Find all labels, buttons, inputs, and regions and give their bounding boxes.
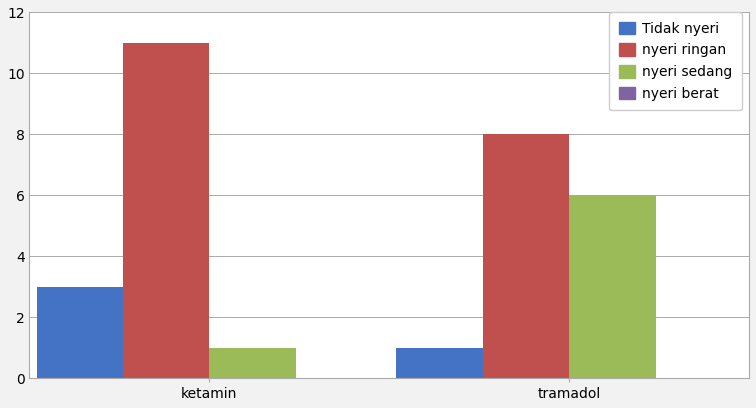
Legend: Tidak nyeri, nyeri ringan, nyeri sedang, nyeri berat: Tidak nyeri, nyeri ringan, nyeri sedang,… bbox=[609, 12, 742, 111]
Bar bbox=[209, 348, 296, 378]
Bar bbox=[36, 287, 123, 378]
Bar bbox=[123, 43, 209, 378]
Bar bbox=[569, 195, 655, 378]
Bar bbox=[396, 348, 483, 378]
Bar bbox=[483, 134, 569, 378]
